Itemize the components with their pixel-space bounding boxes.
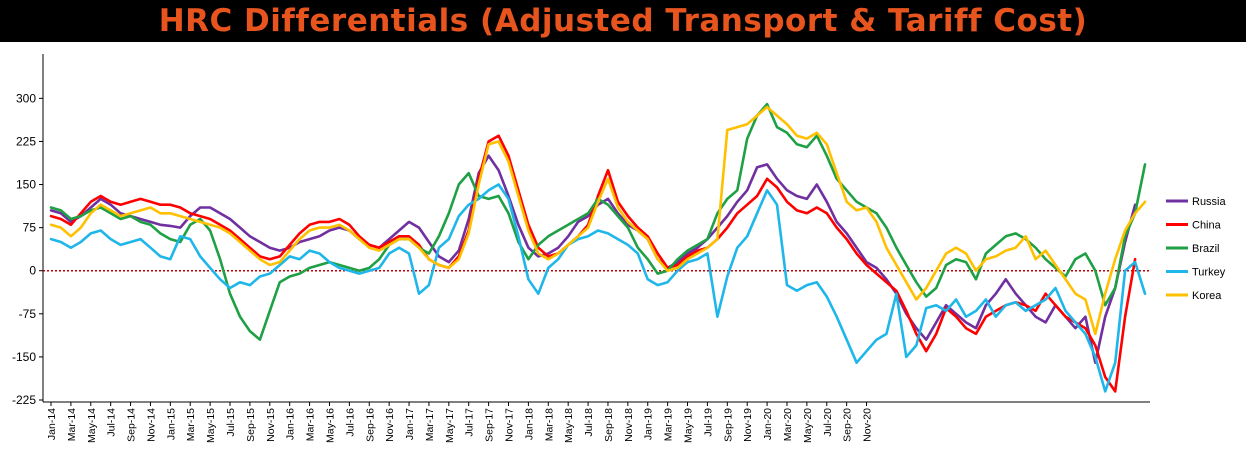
x-tick-label: Mar-20	[782, 408, 794, 441]
y-tick-label: -225	[12, 393, 36, 407]
x-tick-label: Mar-18	[543, 408, 555, 441]
x-tick-label: Nov-16	[384, 408, 396, 442]
x-tick-label: Jul-18	[583, 408, 595, 437]
legend-label-russia: Russia	[1192, 196, 1227, 208]
x-tick-label: May-18	[563, 408, 575, 443]
x-tick-label: Nov-15	[265, 408, 277, 442]
x-tick-label: Sep-17	[484, 408, 496, 442]
x-tick-label: Sep-15	[245, 408, 257, 442]
x-tick-label: Mar-14	[66, 408, 78, 441]
x-tick-label: Jan-18	[523, 408, 535, 440]
x-tick-label: Nov-20	[862, 408, 874, 442]
series-line-china	[49, 134, 1137, 393]
x-tick-label: Mar-19	[663, 408, 675, 441]
x-tick-label: Jul-19	[702, 408, 714, 437]
y-tick-label: 0	[29, 264, 36, 278]
chart-legend: Russia China Brazil Turkey Korea	[1166, 196, 1227, 302]
chart-title: HRC Differentials (Adjusted Transport & …	[0, 0, 1246, 42]
x-tick-label: May-16	[324, 408, 336, 443]
x-tick-label: May-20	[802, 408, 814, 443]
x-tick-label: Jan-17	[404, 408, 416, 440]
x-tick-label: Sep-18	[603, 408, 615, 442]
x-tick-label: May-14	[86, 408, 98, 443]
series-line-turkey	[49, 183, 1147, 393]
legend-label-brazil: Brazil	[1192, 243, 1220, 255]
x-tick-label: Mar-15	[185, 408, 197, 441]
x-tick-label: Sep-19	[722, 408, 734, 442]
x-tick-label: Jan-19	[643, 408, 655, 440]
y-tick-label: -150	[12, 350, 36, 364]
x-tick-label: Nov-18	[623, 408, 635, 442]
x-tick-label: Mar-17	[424, 408, 436, 441]
legend-label-china: China	[1192, 220, 1222, 232]
x-tick-label: Nov-17	[504, 408, 516, 442]
x-tick-label: Jul-14	[106, 408, 118, 437]
x-tick-label: Jan-20	[762, 408, 774, 440]
x-tick-label: Jul-15	[225, 408, 237, 437]
x-tick-label: Jan-14	[46, 408, 58, 440]
y-tick-label: -75	[19, 307, 37, 321]
y-tick-label: 75	[23, 221, 37, 235]
y-tick-label: 150	[16, 178, 36, 192]
x-tick-label: May-15	[205, 408, 217, 443]
chart-axes: -225 -150 -75 0 75 150 225 300 Jan-14 Mar-14 May-1…	[12, 54, 1150, 443]
series-line-korea	[49, 105, 1147, 336]
x-tick-label: Jul-16	[344, 408, 356, 437]
x-tick-label: Sep-16	[364, 408, 376, 442]
y-tick-label: 300	[16, 91, 36, 105]
x-tick-label: Jan-15	[165, 408, 177, 440]
x-tick-label: Sep-20	[842, 408, 854, 442]
x-tick-label: Jan-16	[285, 408, 297, 440]
chart-series-lines	[49, 102, 1147, 393]
x-tick-label: May-17	[444, 408, 456, 443]
x-tick-label: Sep-14	[126, 408, 138, 442]
x-tick-label: Jul-17	[464, 408, 476, 437]
x-tick-label: Nov-19	[742, 408, 754, 442]
x-tick-label: Mar-16	[305, 408, 317, 441]
legend-label-korea: Korea	[1192, 290, 1222, 302]
x-tick-label: Nov-14	[145, 408, 157, 442]
y-tick-label: 225	[16, 134, 36, 148]
x-tick-label: Jul-20	[822, 408, 834, 437]
line-chart: -225 -150 -75 0 75 150 225 300 Jan-14 Mar-14 May-1…	[12, 54, 1227, 443]
x-tick-label: May-19	[683, 408, 695, 443]
legend-label-turkey: Turkey	[1192, 267, 1226, 279]
